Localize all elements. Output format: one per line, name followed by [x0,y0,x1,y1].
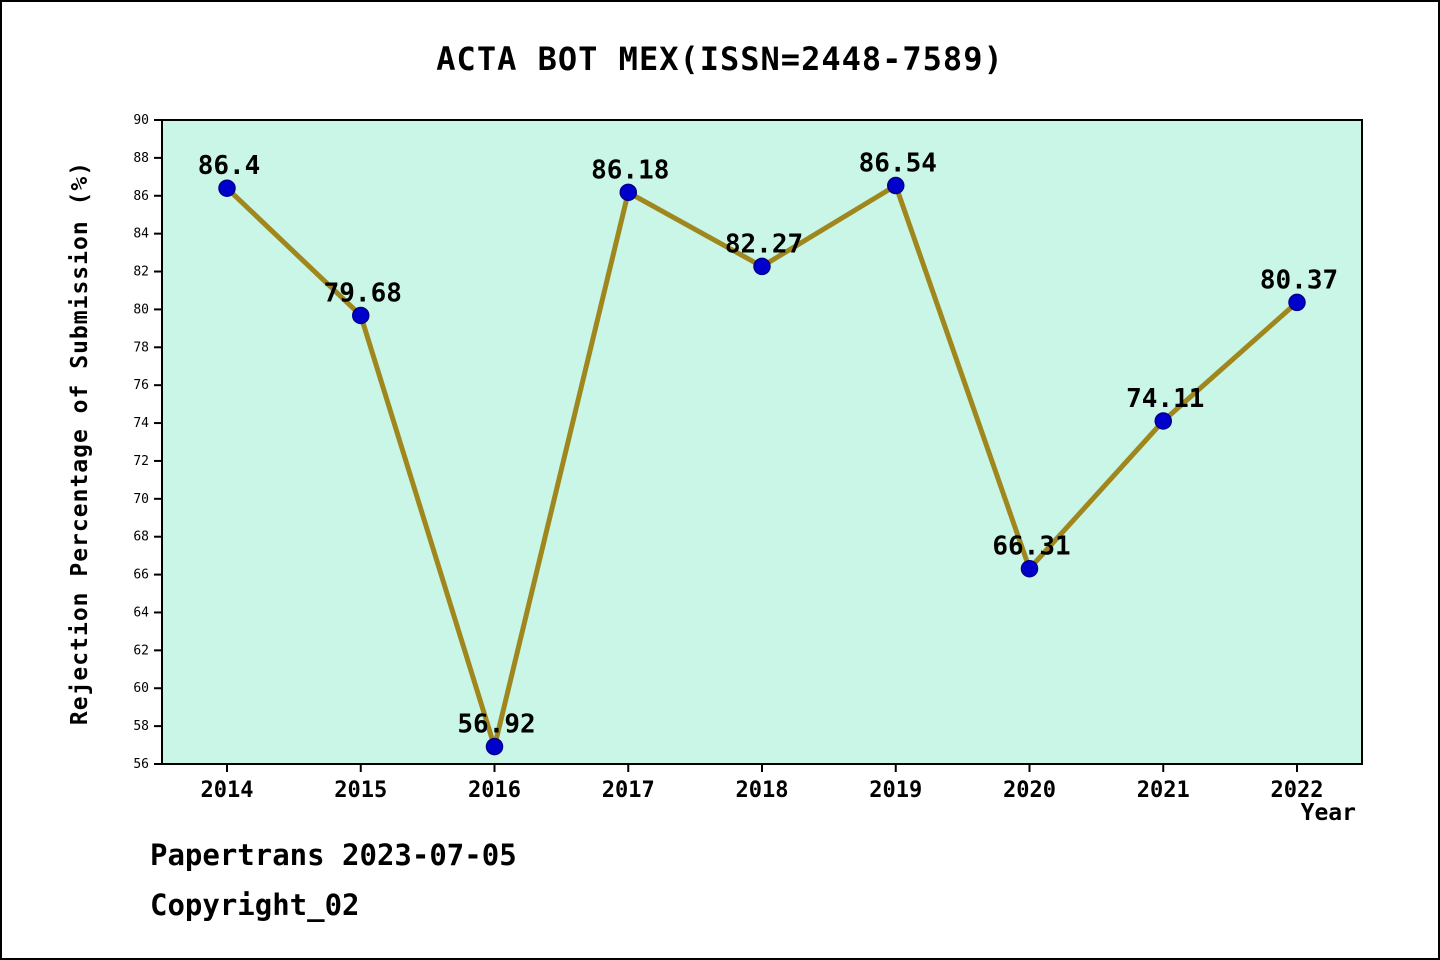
y-tick-label: 62 [133,643,149,658]
footer-copyright: Copyright_02 [150,888,360,922]
y-tick-label: 82 [133,265,149,280]
y-tick-label: 66 [133,568,149,583]
x-tick-label: 2020 [1003,778,1056,803]
data-point-label: 79.68 [324,278,402,308]
y-tick-label: 84 [133,227,149,242]
data-point [753,257,771,276]
y-tick-label: 90 [133,113,149,128]
y-tick-label: 74 [133,416,149,431]
x-tick-label: 2022 [1271,778,1324,803]
data-point [485,737,504,756]
y-tick-label: 64 [133,605,149,620]
y-tick-label: 72 [133,454,149,469]
y-tick-label: 76 [133,378,149,393]
data-point-label: 82.27 [725,229,803,259]
data-point-label: 80.37 [1260,265,1338,295]
data-point [218,179,236,197]
x-tick-label: 2014 [201,778,254,803]
data-point [1020,559,1039,578]
data-point [1154,412,1172,430]
data-point [619,183,637,202]
y-tick-label: 86 [133,189,149,204]
data-point-label: 66.31 [992,532,1070,562]
y-tick-label: 60 [133,681,149,696]
x-tick-label: 2017 [602,778,655,803]
x-tick-label: 2016 [468,778,521,803]
y-tick-label: 78 [133,340,149,355]
data-point-label: 56.92 [457,710,535,740]
x-tick-label: 2015 [334,778,387,803]
data-point [1288,293,1306,312]
y-tick-label: 68 [133,530,149,545]
x-tick-label: 2021 [1137,778,1190,803]
data-point [887,176,905,195]
x-tick-label: 2019 [869,778,922,803]
plot-area [161,119,1363,765]
data-point-label: 86.4 [198,151,261,181]
y-tick-label: 56 [133,757,149,772]
data-point-label: 86.18 [591,155,669,185]
y-tick-label: 70 [133,492,149,507]
y-tick-label: 88 [133,151,149,166]
data-point-label: 86.54 [859,149,937,179]
data-point-label: 74.11 [1126,384,1204,414]
y-tick-label: 80 [133,302,149,317]
x-tick-label: 2018 [736,778,789,803]
footer-source-date: Papertrans 2023-07-05 [150,838,517,872]
data-point [352,306,370,325]
chart-title: ACTA BOT MEX(ISSN=2448-7589) [436,40,1004,78]
x-axis-label: Year [1300,800,1356,826]
y-tick-label: 58 [133,719,149,734]
